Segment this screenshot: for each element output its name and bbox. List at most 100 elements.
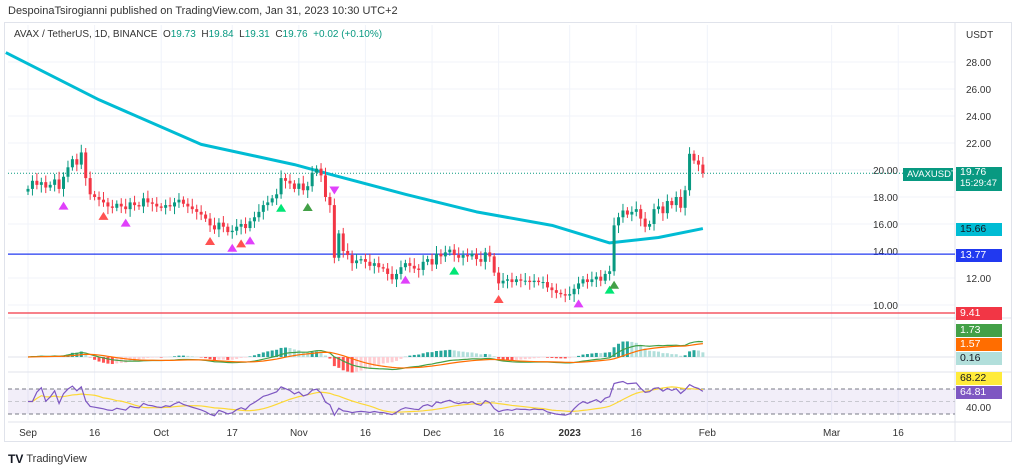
tradingview-logo[interactable]: TV TradingView	[8, 452, 87, 466]
candle-body	[93, 194, 97, 197]
macd-histogram-bar	[399, 357, 403, 359]
candle	[235, 219, 239, 236]
candle-body	[164, 205, 168, 208]
macd-histogram-bar	[563, 357, 567, 359]
currency-label: USDT	[966, 30, 993, 41]
candle	[164, 199, 168, 215]
candle	[674, 191, 678, 212]
macd-histogram-bar	[585, 354, 589, 357]
candle-body	[297, 183, 301, 189]
candle	[62, 172, 66, 197]
candle-body	[448, 249, 452, 253]
candle-body	[559, 292, 563, 295]
candle	[452, 244, 456, 262]
candle	[621, 203, 625, 223]
price-tick: 22.00	[966, 139, 991, 150]
candle-body	[523, 280, 527, 282]
macd-histogram-bar	[590, 353, 594, 357]
candle	[541, 276, 545, 289]
macd-histogram-bar	[110, 357, 114, 365]
candle	[275, 188, 279, 205]
rsi-badge: 64.81	[956, 386, 1002, 399]
candle-body	[399, 267, 403, 274]
candle-body	[590, 279, 594, 283]
candle	[554, 283, 558, 299]
macd-histogram-bar	[537, 357, 541, 358]
candle	[497, 267, 501, 291]
candle	[212, 217, 216, 234]
candle	[572, 284, 576, 302]
candle	[79, 144, 83, 170]
brand-name: TradingView	[26, 453, 87, 465]
candle	[261, 200, 265, 220]
candle	[310, 166, 314, 192]
candle	[399, 260, 403, 280]
candle	[470, 250, 474, 260]
candle-body	[479, 259, 483, 262]
candle-body	[470, 253, 474, 257]
candle	[70, 155, 74, 171]
candle	[133, 195, 137, 211]
macd-histogram-bar	[550, 357, 554, 358]
candle	[266, 195, 270, 211]
candle	[665, 194, 669, 219]
macd-histogram-bar	[266, 351, 270, 357]
candle-body	[492, 256, 496, 273]
candle	[403, 259, 407, 271]
candle	[168, 197, 172, 211]
candle	[648, 220, 652, 231]
candle	[337, 230, 341, 262]
macd-histogram-bar	[106, 357, 110, 364]
candle-body	[550, 287, 554, 291]
macd-histogram-bar	[101, 357, 105, 363]
candle-body	[79, 152, 83, 165]
macd-histogram-bar	[319, 352, 323, 357]
candle	[639, 204, 643, 227]
price-tick: 12.00	[966, 274, 991, 285]
signal-up-triangle	[58, 201, 69, 210]
macd-histogram-bar	[190, 356, 194, 357]
price-tick: 18.00	[873, 193, 898, 204]
candle	[670, 197, 674, 209]
candle-body	[701, 164, 705, 174]
candle	[288, 174, 292, 190]
candle-body	[554, 290, 558, 293]
candle-body	[66, 167, 70, 177]
macd-histogram-bar	[337, 357, 341, 368]
candle-body	[53, 179, 57, 185]
candle-body	[572, 288, 576, 295]
candle	[417, 264, 421, 278]
macd-histogram-bar	[261, 352, 265, 357]
candle-body	[417, 268, 421, 270]
candle-body	[128, 202, 132, 210]
candle-body	[75, 159, 79, 165]
macd-histogram-bar	[448, 349, 452, 357]
candle	[181, 196, 185, 208]
candle-body	[639, 209, 643, 219]
candle-body	[563, 294, 567, 296]
candle	[537, 277, 541, 286]
candle	[328, 192, 332, 213]
candle-body	[275, 194, 279, 199]
rsi-line	[28, 380, 704, 417]
candle-body	[421, 261, 425, 270]
macd-histogram-bar	[297, 350, 301, 357]
candle	[506, 274, 510, 289]
candle	[603, 270, 607, 285]
candle	[652, 203, 656, 231]
macd-histogram-bar	[204, 357, 208, 359]
candle	[643, 211, 647, 233]
candle-body	[146, 198, 150, 203]
open-value: 19.73	[170, 29, 196, 40]
candle	[204, 211, 208, 222]
macd-histogram-bar	[208, 357, 212, 360]
candle-body	[155, 203, 159, 207]
candle-body	[323, 175, 327, 197]
macd-histogram-bar	[661, 353, 665, 357]
candle-body	[115, 203, 119, 208]
signal-up-triangle	[573, 299, 584, 308]
candle-body	[244, 224, 248, 229]
candle	[439, 249, 443, 265]
macd-histogram-bar	[257, 353, 261, 357]
